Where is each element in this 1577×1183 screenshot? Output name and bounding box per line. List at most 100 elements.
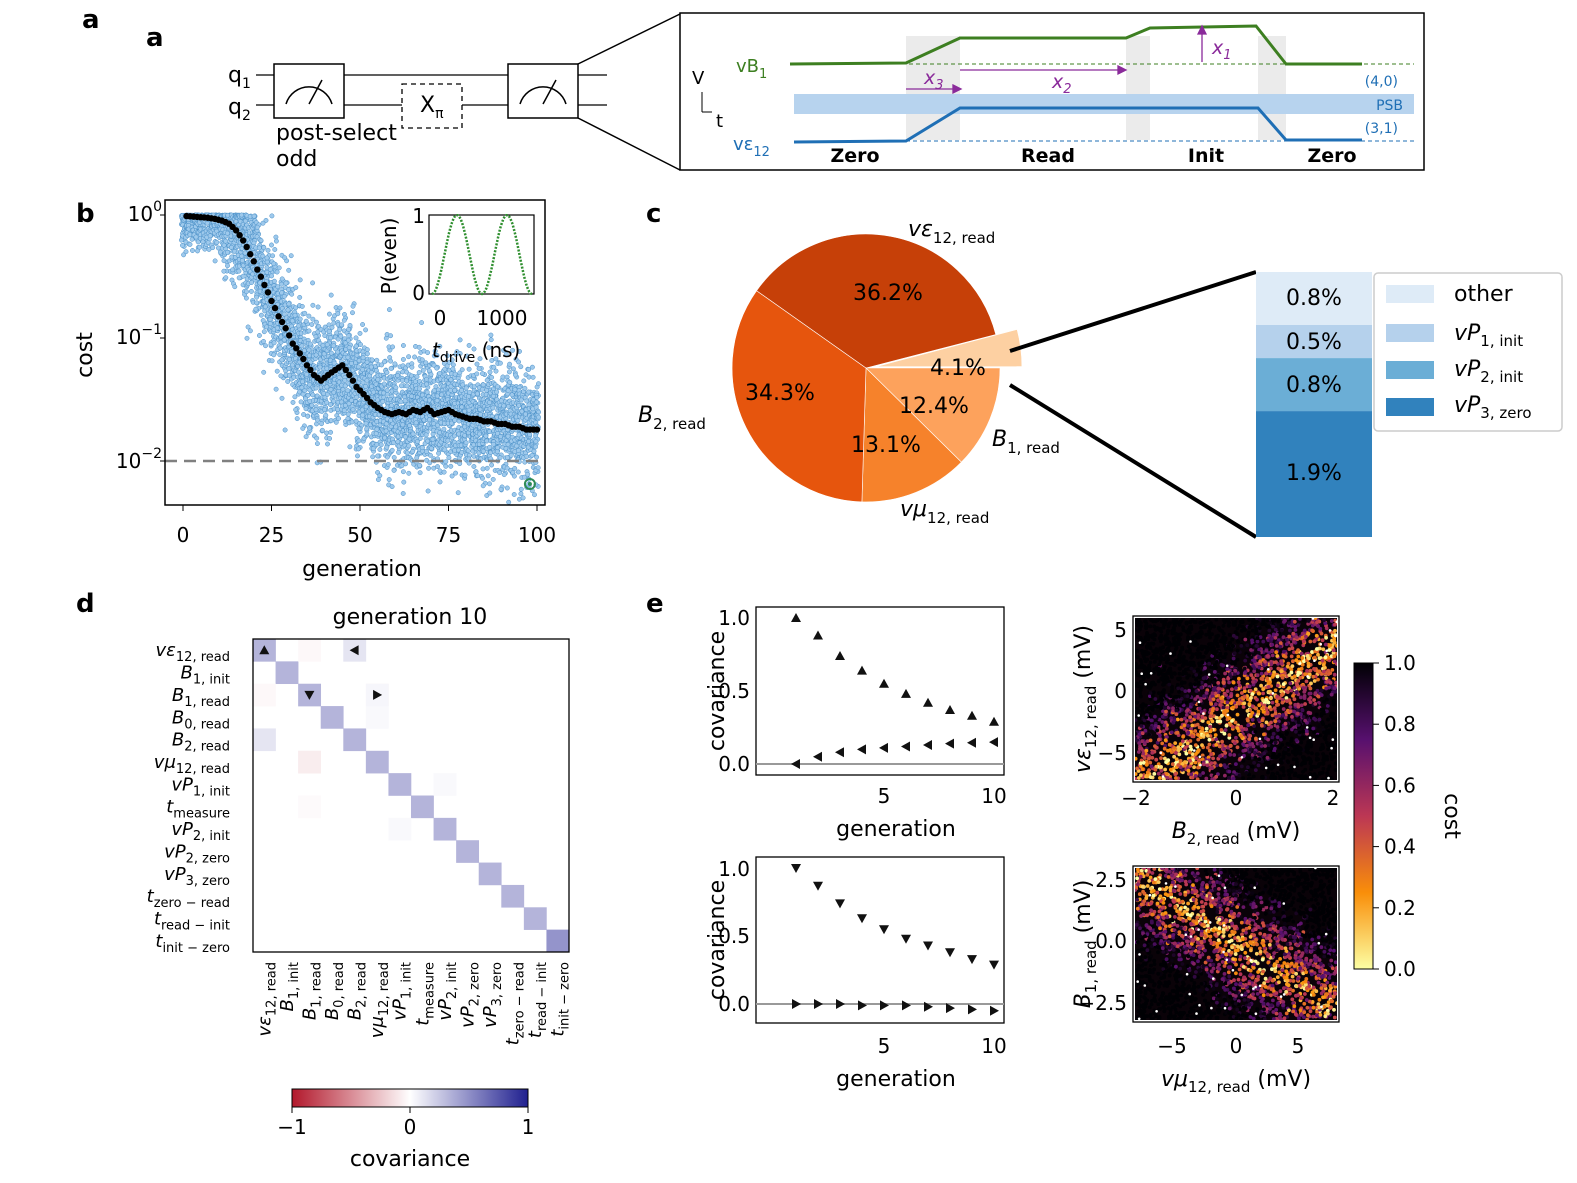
cost-sample bbox=[337, 327, 343, 332]
cost-sample bbox=[346, 333, 352, 339]
cost-sample bbox=[452, 387, 458, 393]
cost-sample bbox=[283, 280, 289, 286]
panel-e-top-plot: 1.0 0.5 0.0 5 10 covariance generation bbox=[705, 606, 1007, 842]
cov-cell bbox=[298, 750, 322, 774]
cost-sample bbox=[325, 441, 330, 447]
cost-sample bbox=[527, 432, 533, 437]
cost-sample bbox=[494, 389, 500, 395]
e2-ytick-1: 1.0 bbox=[718, 857, 750, 881]
cost-sample bbox=[455, 490, 461, 496]
column-label: vμ12, read bbox=[367, 962, 392, 1038]
cost-sample bbox=[389, 484, 395, 490]
cost-sample bbox=[375, 477, 381, 483]
cost-sample bbox=[309, 322, 315, 327]
cost-sample bbox=[281, 311, 287, 317]
pct-13: 13.1% bbox=[851, 433, 921, 458]
cost-sample bbox=[417, 436, 423, 441]
cost-sample bbox=[446, 455, 452, 461]
cost-sample bbox=[364, 347, 370, 353]
mean-cost-point bbox=[282, 325, 289, 332]
cost-sample bbox=[305, 413, 311, 419]
cost-sample bbox=[466, 407, 472, 413]
stacked-bar bbox=[1256, 272, 1372, 537]
cost-sample bbox=[356, 426, 362, 432]
phase-zero-1: Zero bbox=[830, 145, 879, 167]
cost-sample bbox=[417, 462, 423, 468]
cost-sample bbox=[247, 328, 253, 334]
phase-read: Read bbox=[1021, 145, 1075, 167]
cost-sample bbox=[313, 352, 319, 358]
cost-sample bbox=[441, 469, 447, 475]
cost-sample bbox=[286, 366, 292, 372]
cost-sample bbox=[271, 340, 277, 346]
column-label: B1, init bbox=[277, 962, 302, 1011]
cost-sample bbox=[534, 394, 540, 400]
cost-sample bbox=[1232, 753, 1237, 757]
cost-sample bbox=[535, 465, 541, 471]
xtick-label: 75 bbox=[436, 523, 461, 547]
cost-sample bbox=[360, 412, 366, 418]
column-label: B0, read bbox=[322, 962, 347, 1020]
cost-sample bbox=[406, 443, 412, 449]
cost-sample bbox=[400, 422, 406, 428]
panel-label-d: d bbox=[76, 589, 95, 619]
cost-sample bbox=[307, 341, 313, 347]
cost-sample bbox=[495, 445, 500, 451]
cost-sample bbox=[530, 374, 536, 380]
cost-sample bbox=[489, 374, 495, 380]
cost-sample bbox=[463, 385, 469, 391]
cost-sample bbox=[452, 371, 458, 377]
cost-sample bbox=[306, 328, 312, 334]
b-ylabel: cost bbox=[73, 332, 98, 378]
pct-4: 4.1% bbox=[930, 356, 986, 381]
cost-sample bbox=[274, 325, 280, 331]
cost-sample bbox=[338, 333, 344, 339]
cost-sample bbox=[497, 455, 503, 461]
cost-sample bbox=[341, 407, 347, 413]
veps12-label: vε12 bbox=[733, 134, 770, 160]
cost-sample bbox=[419, 320, 425, 326]
mean-cost-point bbox=[243, 243, 250, 251]
cost-sample bbox=[183, 249, 189, 255]
cost-sample bbox=[479, 386, 485, 392]
cost-sample bbox=[350, 303, 356, 309]
cost-sample bbox=[406, 436, 412, 442]
cost-sample bbox=[269, 358, 275, 364]
cost-sample bbox=[223, 275, 229, 281]
cost-sample bbox=[356, 364, 361, 370]
cost-sample bbox=[253, 306, 259, 312]
cov-cell-diag bbox=[456, 840, 480, 863]
cost-sample bbox=[478, 411, 483, 417]
cost-sample bbox=[282, 427, 288, 433]
cost-sample bbox=[299, 303, 305, 309]
cost-sample bbox=[269, 213, 275, 219]
cost-sample bbox=[386, 307, 392, 313]
cost-sample bbox=[310, 316, 316, 322]
panel-label-b: b bbox=[76, 199, 95, 229]
cost-sample bbox=[388, 358, 394, 364]
state-31-label: (3,1) bbox=[1365, 121, 1398, 137]
cost-sample bbox=[239, 258, 245, 264]
cost-sample bbox=[522, 385, 528, 391]
cost-sample bbox=[459, 387, 465, 393]
mean-cost-point bbox=[300, 355, 307, 363]
cost-sample bbox=[276, 265, 282, 271]
cost-sample bbox=[290, 399, 296, 405]
cost-sample bbox=[381, 359, 387, 365]
row-label: B1, init bbox=[181, 663, 230, 688]
cov-cell bbox=[388, 817, 412, 841]
cost-sample bbox=[1177, 690, 1181, 694]
cost-sample bbox=[417, 470, 423, 476]
cost-sample bbox=[264, 259, 270, 265]
e2-xlabel: generation bbox=[836, 1067, 956, 1092]
cost-sample bbox=[323, 412, 329, 418]
cost-sample bbox=[466, 342, 472, 348]
cost-sample bbox=[314, 441, 320, 447]
cost-sample bbox=[349, 360, 354, 366]
measure-gate-1 bbox=[273, 63, 345, 119]
cov-cell-diag bbox=[478, 862, 502, 886]
cost-sample bbox=[254, 294, 260, 300]
cost-sample bbox=[1237, 753, 1242, 757]
cost-sample bbox=[314, 435, 320, 441]
